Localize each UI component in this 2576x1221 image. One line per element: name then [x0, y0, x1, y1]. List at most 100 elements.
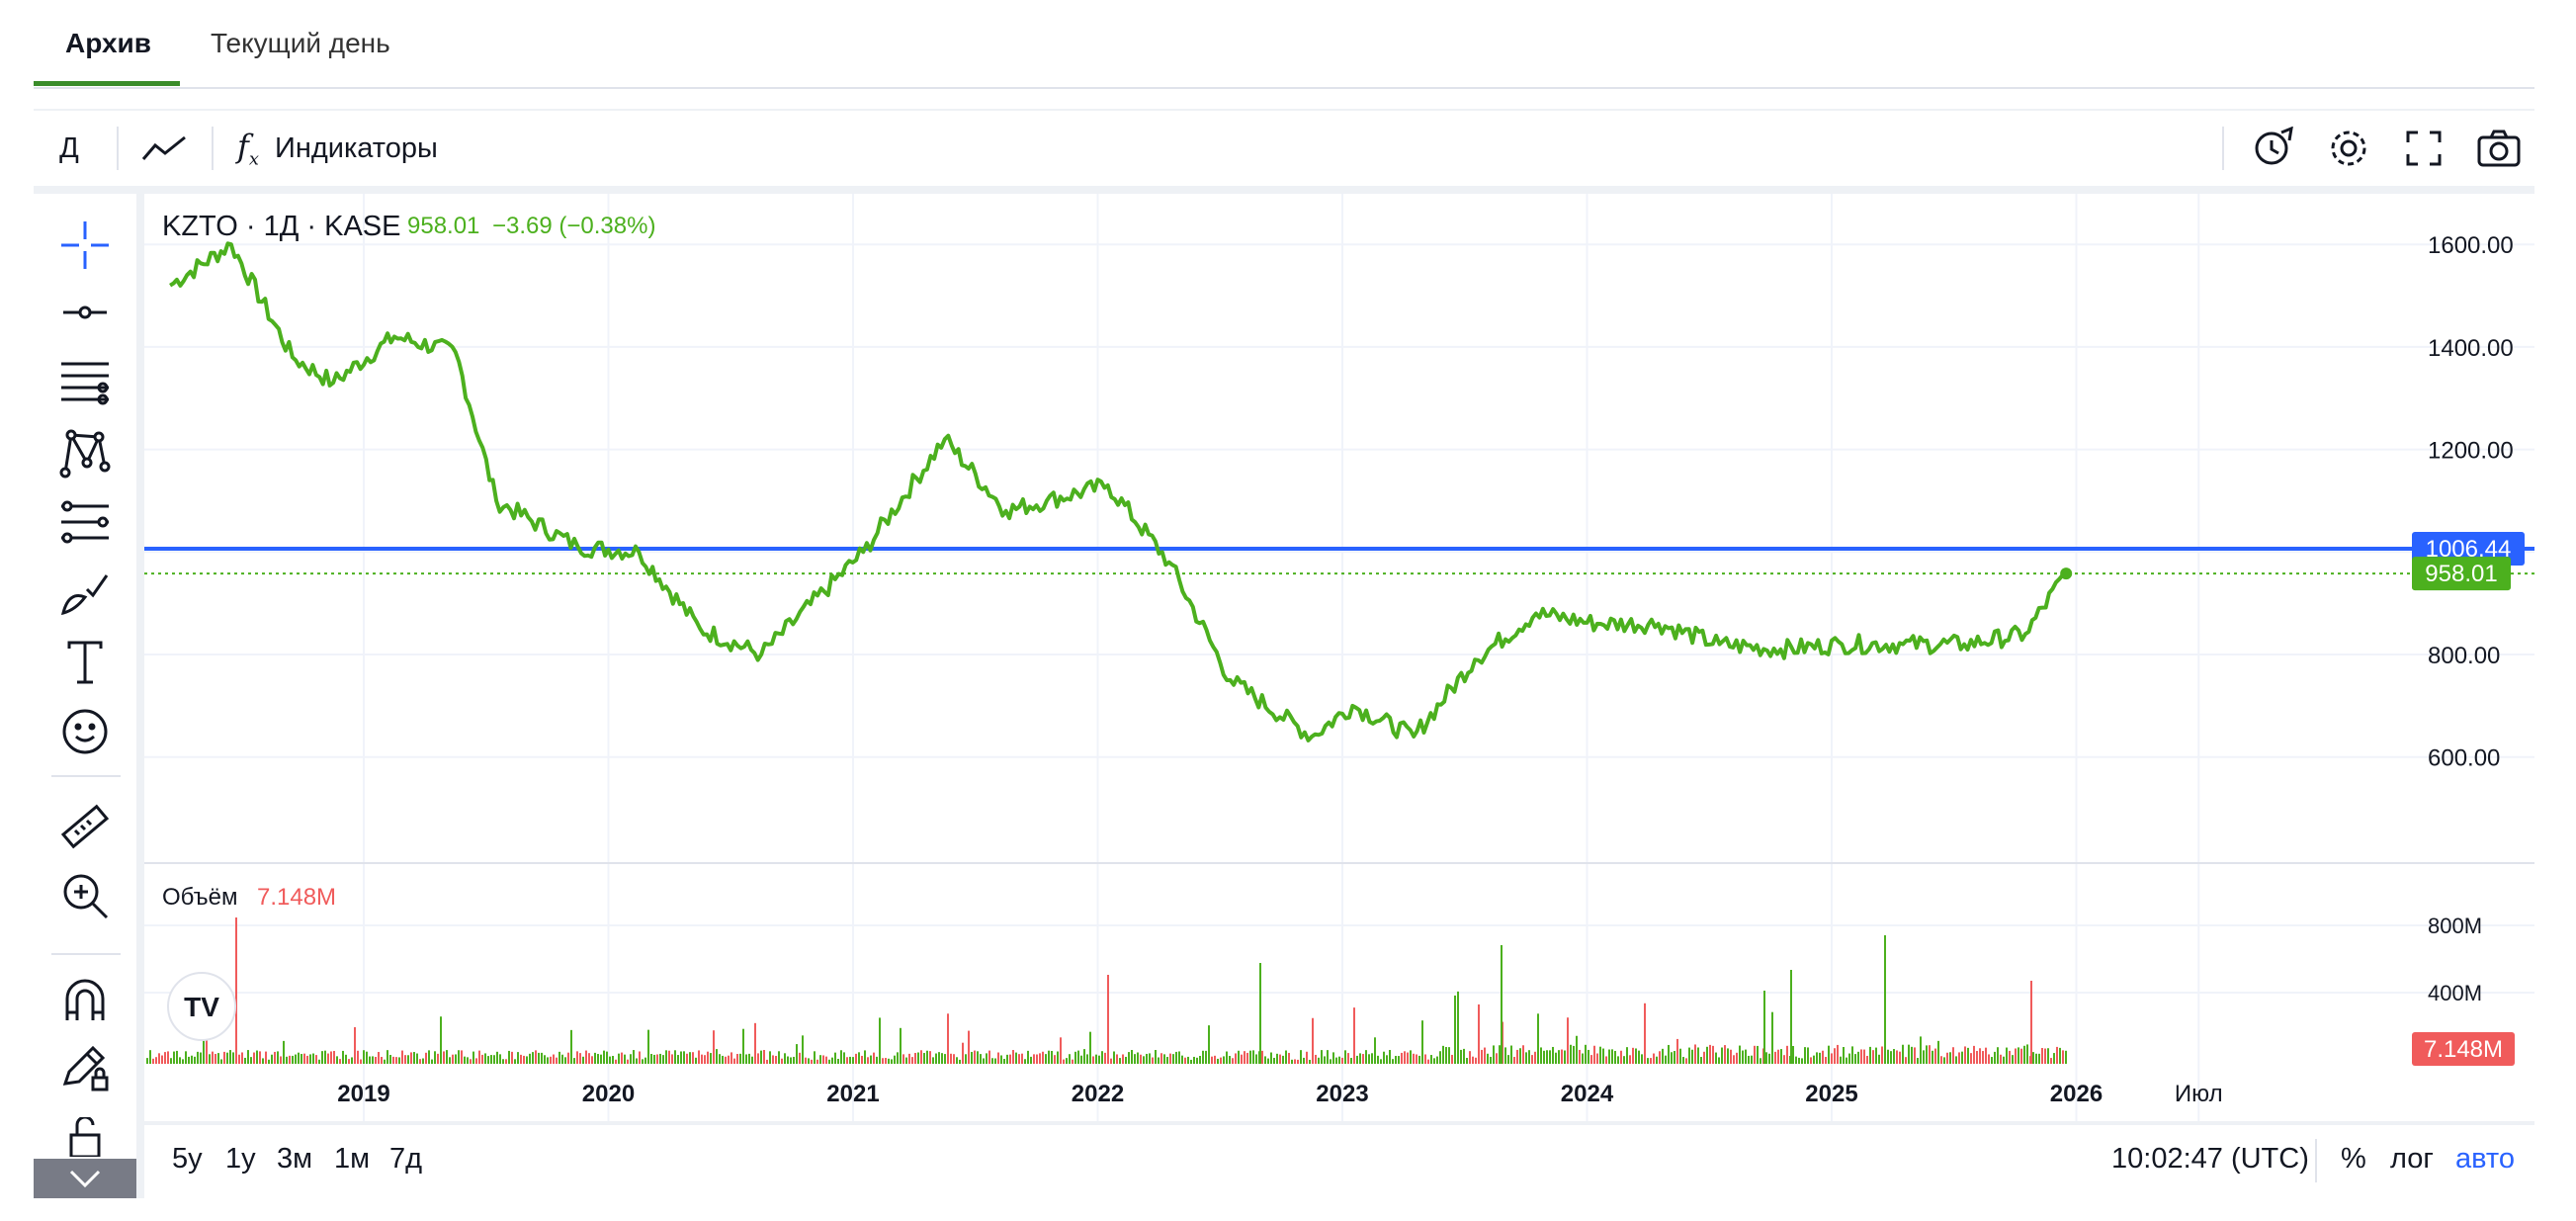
auto-toggle[interactable]: авто	[2455, 1143, 2515, 1175]
tab-current-day[interactable]: Текущий день	[211, 28, 390, 58]
volume-bar	[1650, 1058, 1652, 1064]
range-1y[interactable]: 1у	[225, 1143, 256, 1175]
text-tool[interactable]	[59, 637, 111, 688]
volume-bar	[1763, 991, 1765, 1064]
alert-button[interactable]	[2246, 111, 2301, 186]
zoom-tool[interactable]	[59, 870, 111, 921]
volume-bar	[324, 1050, 326, 1064]
volume-bar	[1671, 1052, 1673, 1064]
volume-bar	[1214, 1055, 1216, 1064]
volume-tick-label: 800M	[2428, 914, 2482, 938]
indicators-button[interactable]: fx Индикаторы	[237, 111, 484, 186]
volume-bar	[185, 1051, 187, 1064]
volume-bar	[1205, 1050, 1207, 1064]
tradingview-logo[interactable]: TV	[167, 972, 236, 1041]
volume-bar	[968, 1030, 970, 1064]
volume-bar	[1098, 1055, 1100, 1064]
chart-type-button[interactable]	[132, 111, 196, 186]
zoom-in-icon	[63, 874, 109, 919]
volume-bar	[1943, 1057, 1945, 1064]
volume-bar	[1602, 1048, 1604, 1064]
volume-bar	[728, 1055, 730, 1064]
snapshot-button[interactable]	[2469, 111, 2529, 186]
prediction-tool[interactable]	[59, 496, 111, 548]
volume-bar	[867, 1057, 869, 1064]
volume-bar	[1656, 1056, 1658, 1064]
range-1m[interactable]: 1м	[334, 1143, 371, 1175]
measure-tool[interactable]	[59, 801, 111, 852]
volume-bar	[499, 1054, 501, 1064]
interval-button[interactable]: Д	[59, 131, 79, 164]
fullscreen-icon	[2406, 131, 2442, 166]
volume-bar	[259, 1051, 261, 1064]
volume-bar	[1940, 1056, 1942, 1064]
range-3m[interactable]: 3м	[277, 1143, 313, 1175]
volume-bar	[511, 1051, 513, 1064]
volume-bar	[606, 1051, 608, 1064]
lock-drawing-tool[interactable]	[59, 1042, 111, 1093]
volume-bar	[561, 1054, 563, 1064]
volume-bar	[217, 1053, 219, 1064]
fib-tool[interactable]	[59, 356, 111, 407]
volume-legend-label[interactable]: Объём	[162, 884, 237, 911]
tab-archive[interactable]: Архив	[65, 28, 151, 58]
settings-button[interactable]	[2321, 111, 2376, 186]
volume-bar	[796, 1044, 798, 1064]
percent-toggle[interactable]: %	[2341, 1143, 2366, 1175]
volume-bar	[579, 1053, 581, 1064]
volume-bar	[891, 1059, 893, 1064]
volume-bar	[1831, 1053, 1833, 1064]
magnet-tool[interactable]	[59, 975, 111, 1026]
volume-bar	[1700, 1057, 1702, 1064]
emoji-tool[interactable]	[59, 706, 111, 757]
volume-bar	[831, 1057, 833, 1064]
trend-line-tool[interactable]	[59, 287, 111, 338]
volume-bar	[1249, 1050, 1251, 1064]
volume-bar	[1991, 1057, 1993, 1064]
price-axis: 1600.00 1400.00 1200.00 800.00 600.00	[2428, 232, 2514, 772]
volume-bar	[843, 1052, 845, 1064]
volume-bar	[1404, 1051, 1406, 1064]
volume-bar	[959, 1059, 961, 1064]
volume-bar	[677, 1055, 679, 1064]
range-5y[interactable]: 5у	[172, 1143, 203, 1175]
volume-bar	[149, 1050, 151, 1064]
volume-bar	[1273, 1057, 1275, 1064]
price-chart[interactable]: 1600.00 1400.00 1200.00 800.00 600.00 800M 40…	[144, 194, 2534, 1121]
volume-bar	[1454, 995, 1456, 1064]
clock-display[interactable]: 10:02:47 (UTC)	[2111, 1143, 2309, 1175]
volume-bar	[1795, 1056, 1797, 1064]
volume-bar	[369, 1056, 371, 1064]
volume-bar	[713, 1030, 715, 1064]
volume-bar	[615, 1059, 617, 1064]
toolbar-expand-button[interactable]	[34, 1159, 136, 1198]
volume-bar	[1024, 1059, 1026, 1064]
volume-bar	[1445, 1047, 1447, 1064]
volume-bar	[502, 1059, 504, 1064]
volume-bar	[472, 1051, 474, 1064]
symbol-title[interactable]: KZTO · 1Д · KASE	[162, 211, 401, 242]
fib-retracement-icon	[61, 362, 109, 405]
lock-all-tool[interactable]	[59, 1117, 111, 1157]
volume-bar	[977, 1051, 979, 1064]
volume-bar	[277, 1051, 279, 1064]
log-toggle[interactable]: лог	[2390, 1143, 2434, 1175]
crosshair-tool[interactable]	[59, 219, 111, 271]
volume-bar	[911, 1057, 913, 1064]
tv-logo-mark: TV	[184, 992, 219, 1022]
volume-bar	[1783, 1055, 1785, 1064]
volume-bar	[1632, 1047, 1634, 1064]
volume-bar	[475, 1058, 477, 1064]
volume-bar	[532, 1052, 534, 1064]
volume-bar	[855, 1053, 857, 1064]
volume-bar	[1843, 1047, 1845, 1064]
volume-bar	[1774, 1051, 1776, 1064]
volume-bar	[1617, 1056, 1619, 1064]
volume-bar	[1039, 1053, 1041, 1064]
range-7d[interactable]: 7д	[389, 1143, 423, 1175]
pattern-tool[interactable]	[59, 427, 111, 479]
fullscreen-button[interactable]	[2396, 111, 2451, 186]
chart-pane[interactable]: 1600.00 1400.00 1200.00 800.00 600.00 800M 40…	[144, 194, 2534, 1121]
brush-tool[interactable]	[59, 567, 111, 619]
volume-bar	[1365, 1050, 1367, 1064]
